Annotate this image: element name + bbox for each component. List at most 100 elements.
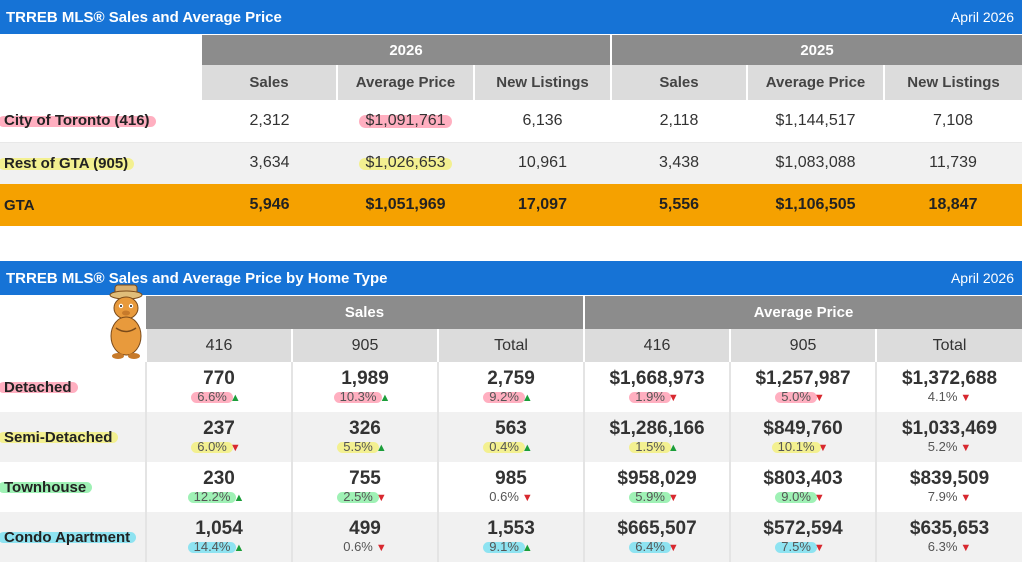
down-arrow-icon: ▼ [960,392,972,404]
cell: $1,286,166 1.5% ▲ [583,412,731,462]
cell-change: 4.1% ▼ [927,389,972,404]
cell-value: 755 [349,468,381,489]
cell-change: 1.9% ▼ [629,389,679,404]
cell: 770 6.6% ▲ [145,362,292,412]
cell-change: 5.0% ▼ [775,389,825,404]
cell-value: $1,257,987 [755,368,851,389]
table-row-gta-total: GTA 5,946 $1,051,969 17,097 5,556 $1,106… [0,184,1023,226]
cell: 499 0.6% ▼ [291,512,438,562]
down-arrow-icon: ▼ [813,392,825,404]
cell: 2,118 [611,100,748,143]
up-arrow-icon: ▲ [521,392,533,404]
cell-change: 10.3% ▲ [333,389,391,404]
groundhog-mascot-icon [109,284,143,359]
cell: 1,054 14.4% ▲ [145,512,292,562]
col-header: Average Price [746,65,885,100]
cell-value: $635,653 [909,518,990,539]
cell: 1,989 10.3% ▲ [291,362,438,412]
cell-change: 7.9% ▼ [927,489,972,504]
cell-change: 9.2% ▲ [483,389,533,404]
cell-change: 1.5% ▲ [629,439,679,454]
cell: 3,438 [611,142,748,184]
sales-average-price-table: 2026 2025 Sales Average Price New Listin… [0,35,1023,226]
cell: $1,091,761 [337,100,474,143]
year-group-row: 2026 2025 [0,35,1023,100]
up-arrow-icon: ▲ [233,542,245,554]
cell: 5,556 [611,184,748,226]
group-row: Sales Average Price [0,296,1023,362]
down-arrow-icon: ▼ [521,492,533,504]
up-arrow-icon: ▲ [379,392,391,404]
col-header: New Listings [883,65,1023,100]
down-arrow-icon: ▼ [667,492,679,504]
cell: 563 0.4% ▲ [436,412,585,462]
cell: $803,403 9.0% ▼ [729,462,877,512]
cell: $572,594 7.5% ▼ [729,512,877,562]
cell: 6,136 [474,100,612,143]
cell-value: 237 [203,418,235,439]
table1-title: TRREB MLS® Sales and Average Price [6,8,282,26]
row-label: Semi-Detached [0,412,146,462]
cell-change: 12.2% ▲ [187,489,245,504]
cell: 1,553 9.1% ▲ [436,512,585,562]
cell-change: 6.6% ▲ [191,389,241,404]
cell-change: 9.0% ▼ [775,489,825,504]
cell-change: 0.6% ▼ [343,539,387,554]
down-arrow-icon: ▼ [229,442,241,454]
down-arrow-icon: ▼ [817,442,829,454]
down-arrow-icon: ▼ [375,542,387,554]
cell-change: 9.1% ▲ [483,539,533,554]
cell-value: $839,509 [909,468,990,489]
table-row-semi-detached: Semi-Detached 237 6.0% ▼ 326 5.5% ▲ 563 0.4% ▲ $1,… [0,412,1023,462]
cell-value: 563 [495,418,527,439]
down-arrow-icon: ▼ [667,542,679,554]
cell-change: 10.1% ▼ [771,439,829,454]
down-arrow-icon: ▼ [960,492,972,504]
table-row-detached: Detached 770 6.6% ▲ 1,989 10.3% ▲ 2,759 9.2% ▲ $1,… [0,362,1023,412]
cell-value: 2,759 [487,368,535,389]
cell: $1,144,517 [747,100,885,143]
cell: 2,312 [202,100,337,143]
up-arrow-icon: ▲ [521,442,533,454]
cell: 18,847 [884,184,1023,226]
table-row-rest-of-gta: Rest of GTA (905) 3,634 $1,026,653 10,96… [0,142,1023,184]
cell: 17,097 [474,184,612,226]
column-header-row: 416 905 Total 416 905 Total [0,329,1023,362]
cell-value: $849,760 [763,418,843,439]
cell: $1,026,653 [337,142,474,184]
corner-cell [0,35,202,100]
cell: 755 2.5% ▼ [291,462,438,512]
cell-change: 2.5% ▼ [337,489,387,504]
col-header: 416 [145,329,292,362]
col-header: New Listings [472,65,612,100]
down-arrow-icon: ▼ [667,392,679,404]
cell-change: 0.6% ▼ [489,489,533,504]
cell: 326 5.5% ▲ [291,412,438,462]
down-arrow-icon: ▼ [960,542,972,554]
table2-date: April 2026 [950,270,1014,286]
cell-value: 985 [495,468,527,489]
cell: $1,257,987 5.0% ▼ [729,362,877,412]
up-arrow-icon: ▲ [667,442,679,454]
up-arrow-icon: ▲ [521,542,533,554]
cell-change: 6.3% ▼ [927,539,972,554]
cell: $1,083,088 [747,142,885,184]
cell-value: 499 [349,518,381,539]
up-arrow-icon: ▲ [229,392,241,404]
down-arrow-icon: ▼ [813,492,825,504]
table2-title-bar: TRREB MLS® Sales and Average Price by Ho… [0,261,1022,295]
cell-value: $1,033,469 [901,418,998,439]
cell-value: $1,286,166 [609,418,705,439]
cell-change: 0.4% ▲ [483,439,533,454]
col-header: Total [436,329,585,362]
down-arrow-icon: ▼ [813,542,825,554]
cell: $1,106,505 [747,184,885,226]
group-average-price: Average Price [583,296,1023,329]
cell: $839,509 7.9% ▼ [875,462,1023,512]
cell-change: 5.9% ▼ [629,489,679,504]
cell-change: 14.4% ▲ [187,539,245,554]
cell: 10,961 [474,142,612,184]
col-header: 416 [583,329,731,362]
col-header: Sales [202,65,337,100]
cell-value: $803,403 [763,468,843,489]
